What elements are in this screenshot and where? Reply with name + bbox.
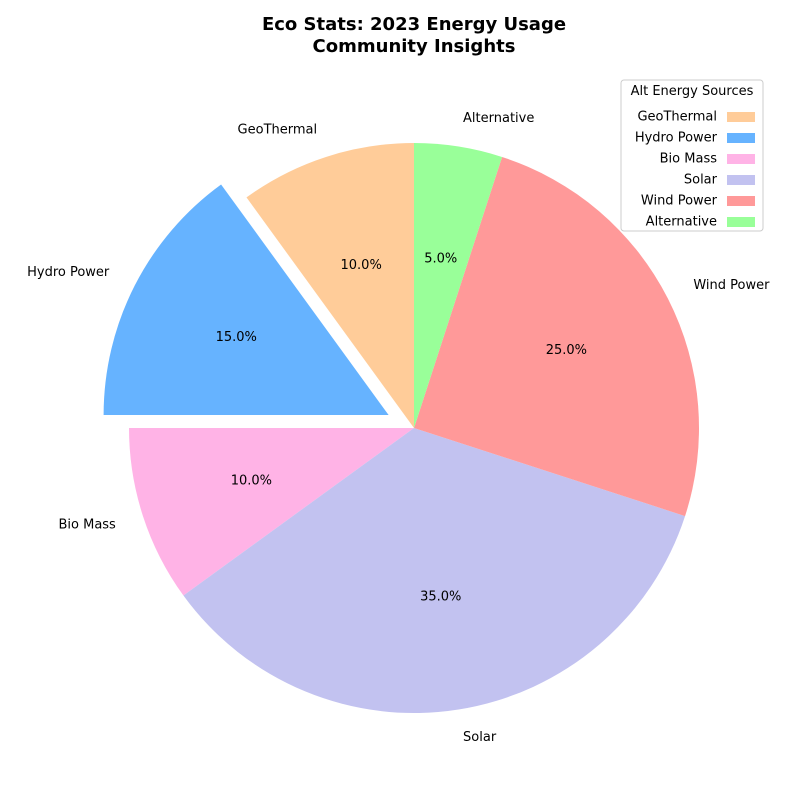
slice-percent-label: 5.0%	[424, 252, 457, 267]
slice-percent-label: 10.0%	[231, 473, 272, 488]
legend-items: GeoThermal Hydro Power Bio Mass Solar Wind P…	[635, 110, 755, 230]
slice-label: GeoThermal	[238, 122, 318, 137]
legend-title: Alt Energy Sources	[631, 84, 754, 99]
pie-slice-geothermal	[246, 143, 414, 428]
legend: Alt Energy Sources GeoThermal Hydro Power…	[620, 79, 764, 232]
slice-percent-label: 10.0%	[341, 258, 382, 273]
legend-swatch	[727, 175, 755, 185]
slice-percent-label: 35.0%	[420, 589, 461, 604]
slice-label: Wind Power	[693, 278, 770, 293]
legend-swatch	[727, 133, 755, 143]
pie-labels: GeoThermal 10.0% Hydro Power 15.0% Bio Mass 1…	[27, 111, 770, 745]
slice-percent-label: 25.0%	[546, 343, 587, 358]
legend-swatch	[727, 112, 755, 122]
pie-slice-hydro-power	[103, 184, 389, 416]
legend-label: Wind Power	[641, 194, 718, 209]
slice-label: Solar	[463, 730, 497, 745]
pie-slices	[103, 143, 699, 713]
legend-swatch	[727, 217, 755, 227]
legend-label: Bio Mass	[660, 152, 718, 167]
pie-slice-alternative	[414, 143, 503, 428]
chart-title: Eco Stats: 2023 Energy Usage Community In…	[262, 14, 566, 57]
legend-label: GeoThermal	[637, 110, 717, 125]
pie-slice-solar	[183, 428, 686, 713]
slice-label: Bio Mass	[58, 517, 116, 532]
legend-label: Hydro Power	[635, 131, 718, 146]
pie-slice-wind-power	[414, 156, 699, 517]
legend-swatch	[727, 196, 755, 206]
legend-label: Solar	[684, 173, 718, 188]
slice-label: Hydro Power	[27, 265, 110, 280]
pie-slice-bio-mass	[129, 428, 414, 596]
legend-swatch	[727, 154, 755, 164]
slice-percent-label: 15.0%	[216, 330, 257, 345]
slice-label: Alternative	[463, 111, 534, 126]
legend-label: Alternative	[646, 215, 717, 230]
